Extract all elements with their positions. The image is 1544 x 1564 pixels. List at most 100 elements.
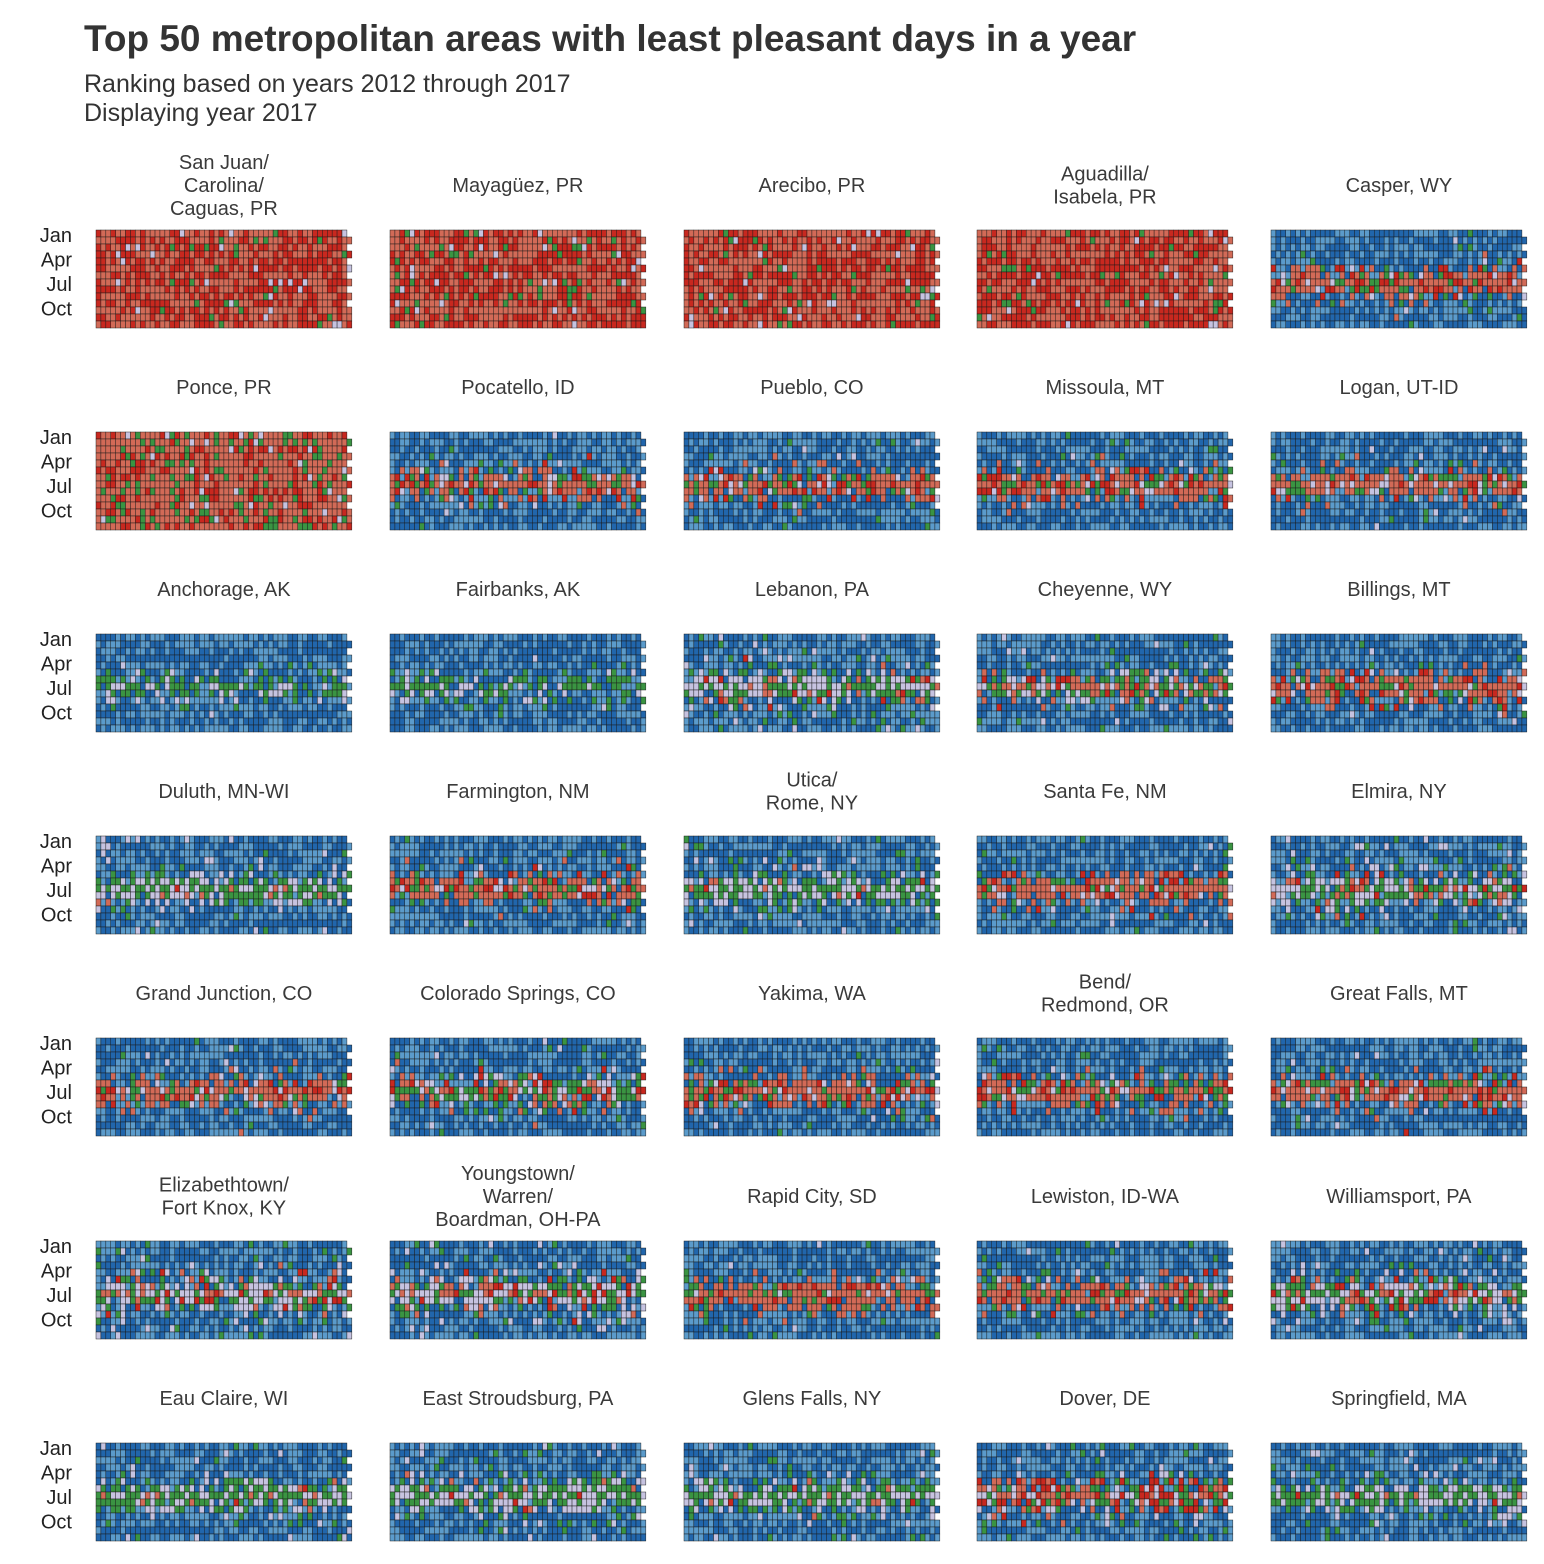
- heatmap-cell: [851, 229, 857, 238]
- heatmap-cell: [836, 236, 842, 245]
- heatmap-cell: [1502, 257, 1508, 266]
- heatmap-cell: [1089, 285, 1096, 294]
- heatmap-cell: [1374, 278, 1380, 287]
- heatmap-cell: [213, 438, 220, 447]
- heatmap-cell: [836, 292, 842, 301]
- heatmap-cell: [517, 271, 524, 280]
- heatmap-cell: [1188, 313, 1194, 322]
- heatmap-cell: [1319, 306, 1326, 315]
- heatmap-cell: [880, 320, 886, 329]
- heatmap-cell: [831, 292, 837, 301]
- heatmap-cell: [478, 438, 484, 447]
- heatmap-cell: [478, 257, 484, 266]
- heatmap-cell: [1428, 257, 1434, 266]
- heatmap-cell: [443, 508, 450, 517]
- heatmap-cell: [900, 243, 906, 252]
- heatmap-cell: [159, 466, 166, 475]
- heatmap-cell: [336, 306, 343, 315]
- heatmap-cell: [1270, 236, 1277, 245]
- heatmap-cell: [527, 313, 533, 322]
- heatmap-cell: [115, 459, 121, 468]
- heatmap-cell: [169, 445, 175, 454]
- heatmap-cell: [95, 306, 102, 315]
- heatmap-cell: [213, 285, 220, 294]
- heatmap-cell: [885, 271, 891, 280]
- heatmap-cell: [1506, 243, 1513, 252]
- heatmap-cell: [821, 285, 827, 294]
- heatmap-cell: [488, 473, 494, 482]
- heatmap-cell: [473, 236, 479, 245]
- heatmap-cell: [468, 229, 474, 238]
- heatmap-cell: [1388, 292, 1395, 301]
- heatmap-cell: [453, 494, 460, 503]
- heatmap-cell: [463, 306, 469, 315]
- heatmap-cell: [297, 320, 303, 329]
- heatmap-cell: [905, 229, 911, 238]
- heatmap-cell: [1055, 306, 1061, 315]
- heatmap-cell: [1275, 271, 1282, 280]
- heatmap-cell: [522, 445, 528, 454]
- heatmap-cell: [532, 278, 538, 287]
- heatmap-cell: [394, 271, 401, 280]
- heatmap-cell: [488, 229, 494, 238]
- heatmap-cell: [1035, 271, 1042, 280]
- heatmap-cell: [576, 431, 583, 440]
- heatmap-cell: [409, 306, 415, 315]
- heatmap-cell: [184, 229, 190, 238]
- heatmap-cell: [277, 236, 284, 245]
- heatmap-cell: [1511, 306, 1518, 315]
- heatmap-cell: [1040, 236, 1047, 245]
- heatmap-cell: [424, 236, 430, 245]
- heatmap-cell: [1075, 299, 1081, 308]
- heatmap-cell: [1094, 250, 1101, 259]
- heatmap-cell: [1030, 313, 1037, 322]
- heatmap-cell: [875, 320, 882, 329]
- heatmap-cell: [468, 313, 474, 322]
- heatmap-cell: [1334, 243, 1341, 252]
- heatmap-cell: [1217, 278, 1224, 287]
- heatmap-cell: [228, 515, 234, 524]
- heatmap-cell: [1369, 306, 1375, 315]
- heatmap-cell: [566, 236, 573, 245]
- heatmap-cell: [566, 313, 573, 322]
- heatmap-cell: [1428, 243, 1434, 252]
- heatmap-cell: [1516, 236, 1523, 245]
- heatmap-cell: [611, 278, 617, 287]
- heatmap-cell: [419, 522, 425, 531]
- heatmap-cell: [522, 480, 528, 489]
- heatmap-cell: [537, 445, 543, 454]
- heatmap-cell: [322, 271, 328, 280]
- heatmap-cell: [708, 292, 714, 301]
- heatmap-cell: [154, 487, 161, 496]
- heatmap-cell: [1045, 243, 1052, 252]
- heatmap-cell: [1035, 236, 1042, 245]
- heatmap-cell: [591, 452, 597, 461]
- heatmap-cell: [414, 515, 420, 524]
- heatmap-cell: [434, 508, 440, 517]
- heatmap-cell: [1050, 243, 1056, 252]
- heatmap-cell: [1393, 292, 1400, 301]
- heatmap-cell: [115, 306, 121, 315]
- heatmap-cell: [1290, 250, 1296, 259]
- heatmap-cell: [915, 313, 921, 322]
- heatmap-cell: [317, 229, 323, 238]
- heatmap-cell: [991, 299, 997, 308]
- heatmap-cell: [243, 473, 249, 482]
- heatmap-cell: [1227, 320, 1234, 329]
- heatmap-cell: [542, 250, 548, 259]
- heatmap-cell: [322, 487, 328, 496]
- heatmap-cell: [934, 264, 941, 273]
- heatmap-cell: [267, 459, 274, 468]
- heatmap-cell: [135, 306, 141, 315]
- heatmap-cell: [767, 313, 773, 322]
- heatmap-cell: [616, 285, 622, 294]
- heatmap-cell: [331, 236, 338, 245]
- heatmap-cell: [144, 236, 151, 245]
- heatmap-cell: [267, 299, 274, 308]
- heatmap-cell: [581, 501, 588, 510]
- heatmap-cell: [586, 501, 592, 510]
- heatmap-cell: [596, 459, 602, 468]
- heatmap-cell: [581, 494, 588, 503]
- heatmap-cell: [1300, 292, 1306, 301]
- heatmap-cell: [611, 320, 617, 329]
